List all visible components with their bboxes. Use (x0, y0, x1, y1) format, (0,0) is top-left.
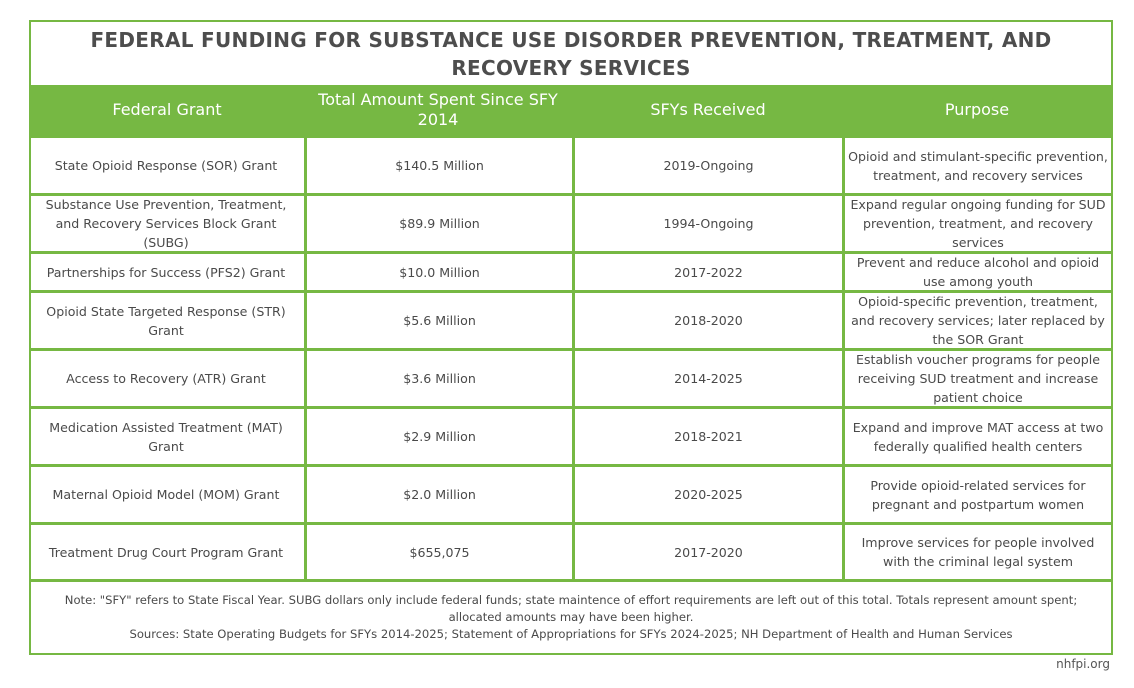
sources-text: Sources: State Operating Budgets for SFY… (129, 627, 1013, 641)
table-notes: Note: "SFY" refers to State Fiscal Year.… (31, 579, 1111, 653)
column-header-sfys-received: SFYs Received (650, 100, 766, 119)
cell-years: 2017-2020 (572, 525, 842, 579)
cell-grant: Medication Assisted Treatment (MAT) Gran… (49, 419, 283, 454)
table-row: Opioid State Targeted Response (STR) Gra… (31, 290, 1111, 348)
cell-years: 2019-Ongoing (572, 138, 842, 193)
cell-amount: $655,075 (304, 525, 572, 579)
cell-amount: $10.0 Million (304, 254, 572, 290)
cell-grant: Access to Recovery (ATR) Grant (66, 371, 266, 386)
table-row: State Opioid Response (SOR) Grant $140.5… (31, 135, 1111, 193)
table-title: FEDERAL FUNDING FOR SUBSTANCE USE DISORD… (90, 27, 1052, 80)
cell-purpose: Opioid and stimulant-specific prevention… (842, 138, 1111, 193)
table-row: Treatment Drug Court Program Grant $655,… (31, 522, 1111, 579)
column-header-total-amount: Total Amount Spent Since SFY 2014 (318, 90, 558, 129)
cell-years: 1994-Ongoing (572, 196, 842, 251)
table-row: Maternal Opioid Model (MOM) Grant $2.0 M… (31, 464, 1111, 522)
cell-amount: $2.0 Million (304, 467, 572, 522)
cell-purpose: Establish voucher programs for people re… (842, 351, 1111, 406)
funding-table: FEDERAL FUNDING FOR SUBSTANCE USE DISORD… (29, 20, 1113, 655)
cell-purpose: Prevent and reduce alcohol and opioid us… (842, 254, 1111, 290)
table-row: Substance Use Prevention, Treatment, and… (31, 193, 1111, 251)
cell-grant: Maternal Opioid Model (MOM) Grant (52, 487, 280, 502)
table-row: Access to Recovery (ATR) Grant $3.6 Mill… (31, 348, 1111, 406)
table-row: Partnerships for Success (PFS2) Grant $1… (31, 251, 1111, 290)
cell-grant: Substance Use Prevention, Treatment, and… (45, 197, 287, 250)
cell-years: 2020-2025 (572, 467, 842, 522)
cell-purpose: Expand and improve MAT access at two fed… (842, 409, 1111, 464)
cell-grant: State Opioid Response (SOR) Grant (54, 158, 278, 173)
cell-years: 2018-2021 (572, 409, 842, 464)
column-header-purpose: Purpose (944, 100, 1010, 119)
cell-amount: $2.9 Million (304, 409, 572, 464)
cell-purpose: Provide opioid-related services for preg… (842, 467, 1111, 522)
table-row: Medication Assisted Treatment (MAT) Gran… (31, 406, 1111, 464)
table-header-row: Federal Grant Total Amount Spent Since S… (31, 85, 1111, 135)
cell-grant: Treatment Drug Court Program Grant (48, 544, 284, 560)
cell-years: 2018-2020 (572, 293, 842, 348)
cell-grant: Partnerships for Success (PFS2) Grant (46, 264, 286, 280)
column-header-federal-grant: Federal Grant (112, 100, 222, 119)
cell-purpose: Expand regular ongoing funding for SUD p… (842, 196, 1111, 251)
cell-amount: $140.5 Million (304, 138, 572, 193)
cell-amount: $5.6 Million (304, 293, 572, 348)
note-text: Note: "SFY" refers to State Fiscal Year.… (64, 593, 1078, 624)
cell-years: 2017-2022 (572, 254, 842, 290)
cell-purpose: Opioid-specific prevention, treatment, a… (842, 293, 1111, 348)
cell-years: 2014-2025 (572, 351, 842, 406)
cell-amount: $3.6 Million (304, 351, 572, 406)
cell-grant: Opioid State Targeted Response (STR) Gra… (46, 303, 286, 338)
cell-amount: $89.9 Million (304, 196, 572, 251)
cell-purpose: Improve services for people involved wit… (842, 525, 1111, 579)
source-credit: nhfpi.org (1056, 657, 1110, 671)
